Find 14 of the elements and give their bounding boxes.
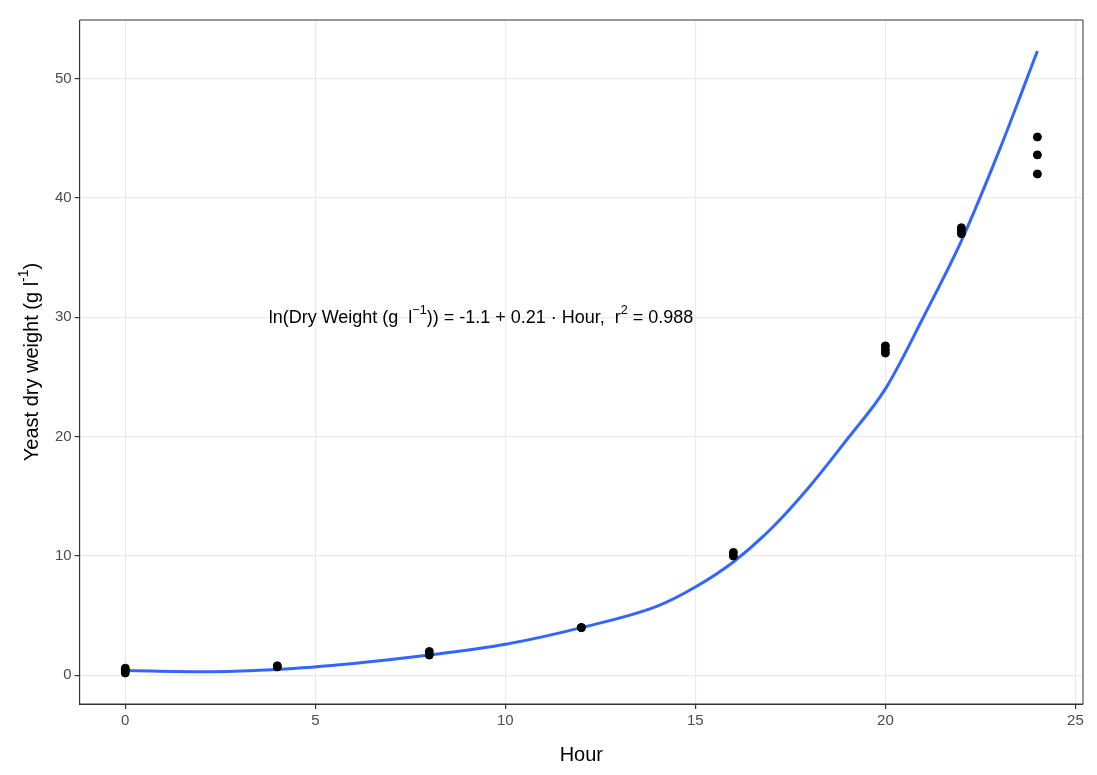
x-tick-label: 20 — [877, 711, 894, 729]
y-tick-label: 10 — [55, 546, 72, 564]
y-tick-label: 0 — [63, 665, 72, 683]
x-tick-label: 15 — [687, 711, 704, 729]
x-tick-label: 10 — [496, 711, 514, 729]
x-axis-title: Hour — [559, 742, 604, 765]
y-tick-label: 40 — [55, 188, 72, 205]
x-tick-label: 5 — [311, 711, 320, 729]
y-tick-label: 30 — [55, 307, 72, 325]
y-axis-title: Yeast dry weight (g l-1) — [14, 262, 42, 462]
x-tick-label: 0 — [121, 711, 130, 729]
x-tick-label: 25 — [1067, 711, 1084, 729]
y-tick-label: 50 — [55, 68, 72, 86]
y-tick-label: 20 — [55, 426, 72, 444]
